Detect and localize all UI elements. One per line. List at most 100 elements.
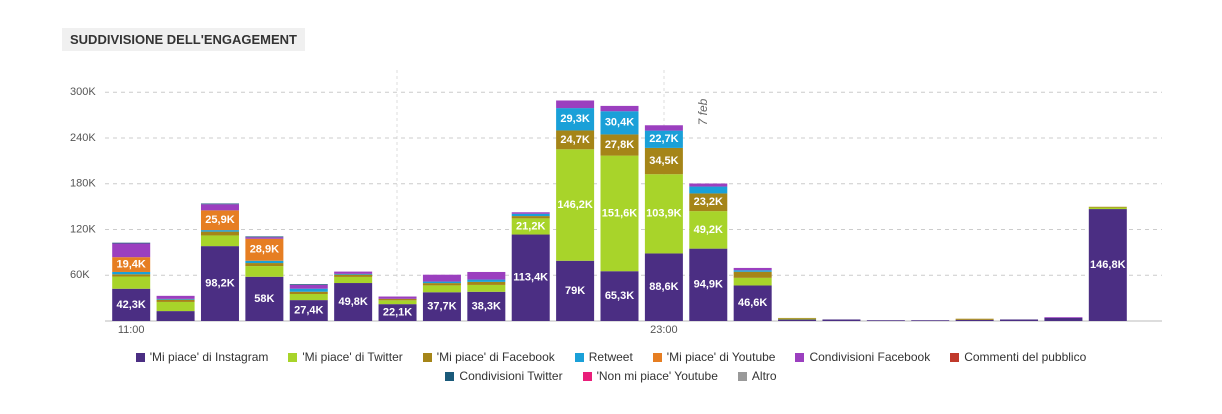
data-label: 103,9K [646, 208, 682, 220]
data-label: 38,3K [472, 300, 501, 312]
data-label: 27,4K [294, 304, 323, 316]
bar-segment [334, 273, 373, 275]
bar-segment [156, 295, 195, 299]
bar-segment [156, 298, 195, 300]
bar-segment [778, 318, 817, 320]
bar-segment [822, 319, 861, 321]
bar-segment [156, 301, 195, 312]
bar-segment [733, 277, 772, 286]
bar-segment [644, 253, 683, 321]
legend: 'Mi piace' di Instagram 'Mi piace' di Twi… [0, 350, 1222, 388]
legend-item[interactable]: 'Mi piace' di Twitter [288, 350, 403, 364]
bar-segment [378, 304, 417, 321]
bar-segment [1088, 206, 1127, 208]
bar-segment [156, 299, 195, 302]
data-label: 29,3K [560, 113, 589, 125]
legend-item[interactable]: Condivisioni Facebook [795, 350, 930, 364]
data-label: 21,2K [516, 220, 545, 232]
legend-swatch [445, 371, 455, 381]
bar-segment [289, 291, 328, 295]
bar-segment [689, 183, 728, 187]
bar-segment [112, 271, 151, 275]
bar-segment [644, 130, 683, 148]
bar-segment [778, 317, 817, 319]
bar-segment [733, 271, 772, 278]
data-label: 25,9K [205, 214, 234, 226]
bar-segment [289, 284, 328, 285]
bar-segment [289, 294, 328, 301]
bar-segment [112, 274, 151, 277]
legend-item[interactable]: Commenti del pubblico [950, 350, 1086, 364]
bar-segment [689, 186, 728, 194]
data-label: 22,7K [649, 133, 678, 145]
bar-segment [334, 274, 373, 277]
data-label: 58K [254, 293, 274, 305]
bar-segment [644, 125, 683, 131]
legend-swatch [288, 352, 298, 362]
bar-segment [778, 319, 817, 321]
legend-swatch [795, 352, 805, 362]
bar-segment [245, 276, 284, 321]
bar-segment [378, 296, 417, 299]
bar-segment [467, 291, 506, 321]
bar-segment [955, 318, 994, 320]
bar-segment [733, 267, 772, 271]
legend-swatch [737, 371, 747, 381]
legend-item[interactable]: 'Non mi piace' Youtube [582, 369, 718, 383]
data-label: 49,8K [338, 296, 367, 308]
legend-label: 'Mi piace' di Youtube [666, 350, 776, 364]
bar-segment [600, 155, 639, 272]
legend-label: 'Non mi piace' Youtube [596, 369, 718, 383]
bar-segment [422, 281, 461, 284]
legend-label: 'Mi piace' di Twitter [302, 350, 403, 364]
bar-segment [467, 281, 506, 285]
bar-segment [245, 237, 284, 239]
bar-segment [245, 263, 284, 267]
legend-item[interactable]: 'Mi piace' di Instagram [135, 350, 269, 364]
data-label: 19,4K [117, 258, 146, 270]
legend-swatch [582, 371, 592, 381]
data-label: 146,2K [557, 199, 593, 211]
chart-title: SUDDIVISIONE DELL'ENGAGEMENT [62, 28, 305, 51]
legend-item[interactable]: Altro [737, 369, 777, 383]
y-tick-label: 180K [70, 178, 96, 190]
annotation: 7 feb [696, 98, 710, 125]
y-tick-label: 300K [70, 86, 96, 98]
legend-item[interactable]: Condivisioni Twitter [445, 369, 563, 383]
legend-row: 'Mi piace' di Instagram 'Mi piace' di Twi… [0, 350, 1222, 364]
legend-item[interactable]: Retweet [574, 350, 633, 364]
bar-segment [245, 236, 284, 238]
bar-segment [1044, 317, 1083, 318]
legend-item[interactable]: 'Mi piace' di Facebook [422, 350, 555, 364]
legend-label: Altro [751, 369, 777, 383]
bar-segment [200, 210, 239, 231]
bar-segment [467, 284, 506, 292]
bar-segment [422, 285, 461, 293]
bar-segment [556, 100, 595, 109]
data-label: 23,2K [694, 196, 723, 208]
legend-item[interactable]: 'Mi piace' di Youtube [652, 350, 776, 364]
bar-segment [112, 243, 151, 258]
bar-segment [600, 111, 639, 135]
x-tick-label: 11:00 [118, 324, 145, 336]
bar-segment [112, 276, 151, 289]
legend-label: 'Mi piace' di Facebook [436, 350, 555, 364]
bar-segment [911, 320, 950, 321]
bar-segment [689, 193, 728, 212]
data-label: 34,5K [649, 155, 678, 167]
bar-segment [200, 235, 239, 247]
bar-segment [245, 260, 284, 264]
legend-label: 'Mi piace' di Instagram [149, 350, 269, 364]
bar-segment [378, 298, 417, 301]
bar-segment [200, 230, 239, 232]
bar-segment [556, 149, 595, 261]
bar-segment [200, 246, 239, 321]
bar-segment [200, 204, 239, 211]
data-label: 28,9K [250, 244, 279, 256]
bar-segment [200, 231, 239, 236]
bar-segment [733, 285, 772, 321]
bar-segment [289, 300, 328, 321]
bar-segment [1088, 209, 1127, 321]
legend-label: Condivisioni Twitter [459, 369, 563, 383]
